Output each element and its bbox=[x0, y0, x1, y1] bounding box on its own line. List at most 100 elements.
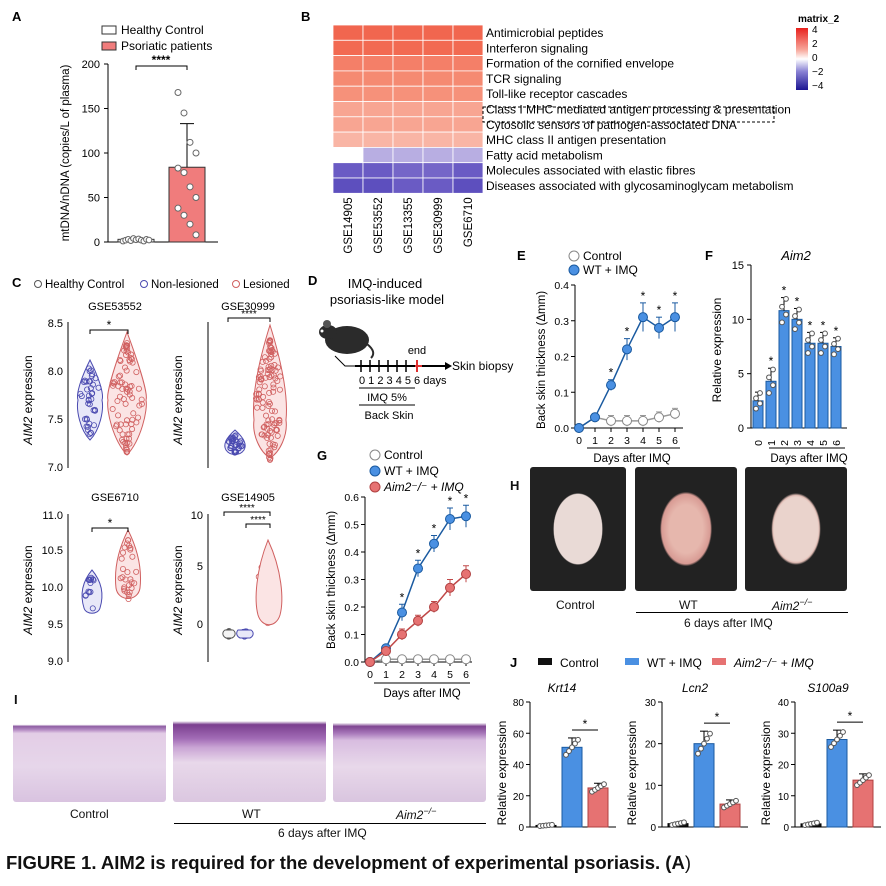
g-xlabel: Days after IMQ bbox=[383, 688, 460, 700]
data-point bbox=[192, 231, 200, 239]
data-point bbox=[831, 351, 837, 358]
ytick: 0.4 bbox=[554, 280, 569, 292]
mouse-back-photo-aim2 bbox=[745, 467, 847, 591]
j-ylabel-2: Relative expression bbox=[625, 721, 639, 826]
c-title-gse6710: GSE6710 bbox=[91, 492, 139, 504]
data-point bbox=[263, 421, 270, 428]
ytick: 15 bbox=[732, 260, 744, 272]
ytick: 8.0 bbox=[48, 366, 63, 378]
pathway-label: Class I MHC mediated antigen processing … bbox=[486, 103, 791, 117]
data-point bbox=[128, 351, 135, 358]
data-point bbox=[270, 381, 277, 388]
data-point bbox=[445, 582, 455, 593]
panel-g-chart: G Control WT + IMQ Aim2⁻/⁻ + IMQ Back sk… bbox=[317, 448, 472, 700]
ytick: 10.5 bbox=[42, 545, 63, 557]
data-point bbox=[809, 343, 815, 350]
data-point bbox=[122, 400, 129, 407]
data-point bbox=[180, 169, 188, 177]
e-legend-control: Control bbox=[583, 249, 622, 263]
bar bbox=[778, 310, 790, 429]
j-legend-wt: WT + IMQ bbox=[647, 656, 702, 670]
ytick: 10 bbox=[191, 510, 203, 522]
data-point bbox=[110, 382, 117, 389]
xtick: 3 bbox=[792, 440, 804, 446]
data-point bbox=[227, 444, 234, 451]
xtick: 4 bbox=[805, 440, 817, 446]
ytick: 0.0 bbox=[344, 657, 359, 669]
j-title-krt14: Krt14 bbox=[548, 681, 577, 695]
sig-marker: * bbox=[400, 590, 405, 604]
g-legend-aim2: Aim2⁻/⁻ + IMQ bbox=[383, 480, 464, 494]
data-point bbox=[809, 330, 815, 337]
pathway-label: Toll-like receptor cascades bbox=[486, 87, 627, 101]
data-point bbox=[265, 402, 272, 409]
data-point bbox=[120, 549, 127, 556]
ytick: 30 bbox=[778, 729, 790, 740]
b-legend-tick: 4 bbox=[812, 25, 818, 36]
c-sig: * bbox=[107, 318, 112, 332]
data-point bbox=[274, 377, 281, 384]
data-point bbox=[186, 138, 194, 146]
a-sig: **** bbox=[152, 53, 171, 67]
data-point bbox=[89, 381, 96, 388]
d-biopsy: Skin biopsy bbox=[452, 359, 513, 373]
data-point bbox=[255, 390, 262, 397]
data-point bbox=[192, 149, 200, 157]
heatmap-cell bbox=[452, 116, 484, 133]
data-point bbox=[770, 382, 776, 389]
mouse-icon bbox=[319, 320, 375, 359]
data-point bbox=[753, 405, 759, 412]
data-point bbox=[835, 335, 841, 342]
sig-marker: * bbox=[821, 318, 826, 332]
data-point bbox=[174, 88, 182, 96]
ytick: 0.1 bbox=[554, 387, 569, 399]
i-label-control: Control bbox=[70, 807, 109, 821]
e-ylabel: Back skin thickness (Δmm) bbox=[536, 291, 548, 429]
heatmap-cell bbox=[452, 177, 484, 194]
panel-a-chart: A Healthy Control Psoriatic patients 0 5… bbox=[12, 9, 218, 249]
data-point bbox=[85, 576, 92, 583]
arrow-connector bbox=[334, 355, 355, 367]
heatmap-cell bbox=[332, 177, 364, 194]
data-point bbox=[231, 449, 238, 456]
data-point bbox=[753, 395, 759, 402]
legend-marker-control bbox=[369, 449, 381, 461]
data-point bbox=[365, 657, 375, 667]
ytick: 0 bbox=[94, 237, 100, 249]
sig-marker: * bbox=[769, 354, 774, 368]
data-point bbox=[263, 412, 270, 419]
data-point bbox=[779, 303, 785, 310]
heatmap-cell bbox=[422, 24, 454, 41]
data-point bbox=[835, 346, 841, 353]
data-point bbox=[445, 654, 455, 665]
legend-marker-aim2 bbox=[369, 481, 381, 493]
data-point bbox=[266, 440, 273, 447]
data-point bbox=[796, 319, 802, 326]
g-plot: * * * * * bbox=[365, 491, 471, 667]
data-point bbox=[124, 388, 131, 395]
e-xlabel: Days after IMQ bbox=[593, 453, 670, 465]
data-point bbox=[413, 654, 423, 665]
bar bbox=[817, 342, 829, 429]
c-sig: **** bbox=[241, 309, 257, 320]
panel-g-label: G bbox=[317, 448, 327, 463]
data-point bbox=[91, 406, 98, 413]
heatmap-cell bbox=[392, 101, 424, 118]
data-point bbox=[123, 446, 130, 453]
data-point bbox=[572, 740, 578, 747]
data-point bbox=[695, 750, 701, 757]
c-sig: **** bbox=[250, 515, 266, 526]
data-point bbox=[117, 357, 124, 364]
data-point bbox=[129, 394, 136, 401]
d-site: Back Skin bbox=[365, 410, 414, 422]
data-point bbox=[276, 416, 283, 423]
data-point bbox=[114, 398, 121, 405]
heatmap-cell bbox=[452, 146, 484, 164]
panel-j-label: J bbox=[510, 655, 517, 670]
data-point bbox=[260, 393, 267, 400]
c-ylabel-3: AIM2 expression bbox=[21, 545, 35, 635]
data-point bbox=[461, 569, 471, 579]
data-point bbox=[89, 371, 96, 378]
ytick: 0.1 bbox=[344, 630, 359, 642]
ytick: 30 bbox=[645, 698, 657, 709]
